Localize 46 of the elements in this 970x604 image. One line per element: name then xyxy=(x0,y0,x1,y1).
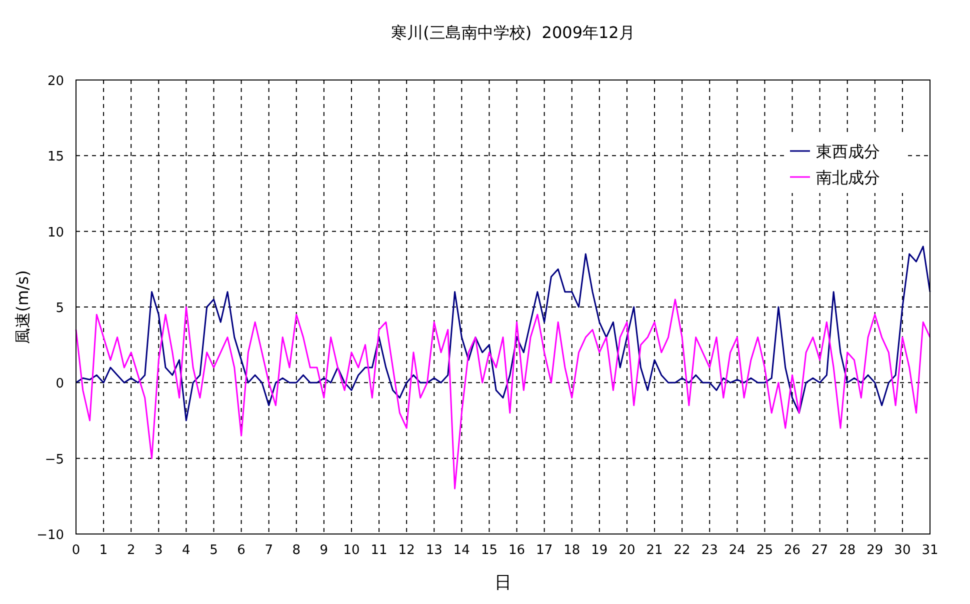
x-tick-label: 22 xyxy=(674,543,690,558)
x-tick-label: 0 xyxy=(72,543,80,558)
legend-label: 南北成分 xyxy=(816,168,880,187)
x-tick-label: 3 xyxy=(154,543,163,558)
x-tick-label: 9 xyxy=(320,543,328,558)
x-tick-label: 14 xyxy=(453,543,470,558)
x-tick-label: 25 xyxy=(756,543,773,558)
x-tick-label: 20 xyxy=(618,543,636,558)
x-tick-label: 8 xyxy=(292,543,301,558)
line-series xyxy=(75,298,931,490)
x-tick-label: 7 xyxy=(264,543,273,558)
x-tick-label: 15 xyxy=(480,543,498,558)
x-tick-label: 2 xyxy=(126,543,136,558)
x-tick-label: 11 xyxy=(370,543,388,558)
x-tick-label: 4 xyxy=(182,543,190,558)
y-tick-label: 20 xyxy=(47,74,64,89)
x-tick-label: 30 xyxy=(894,543,911,558)
x-tick-label: 6 xyxy=(237,543,246,558)
y-tick-label: 5 xyxy=(56,301,64,316)
x-axis-title: 日 xyxy=(494,573,512,593)
x-tick-label: 12 xyxy=(398,543,415,558)
x-tick-label: 16 xyxy=(508,543,526,558)
y-tick-label: 15 xyxy=(47,150,64,165)
legend-label: 東西成分 xyxy=(816,142,880,161)
y-tick-label: −10 xyxy=(36,528,64,543)
x-tick-label: 19 xyxy=(591,543,608,558)
chart-title: 寒川(三島南中学校) 2009年12月 xyxy=(391,23,635,42)
x-tick-label: 21 xyxy=(646,543,663,558)
x-tick-label: 10 xyxy=(343,543,360,558)
y-axis-title: 風速(m/s) xyxy=(13,270,32,344)
x-tick-label: 31 xyxy=(922,543,938,558)
x-tick-label: 24 xyxy=(728,543,746,558)
x-tick-label: 5 xyxy=(210,543,218,558)
x-tick-label: 23 xyxy=(701,543,718,558)
x-tick-label: 28 xyxy=(839,543,856,558)
x-tick-label: 1 xyxy=(99,543,108,558)
y-tick-label: 10 xyxy=(47,225,64,240)
x-tick-label: 26 xyxy=(784,543,801,558)
line-series xyxy=(75,246,931,422)
x-tick-label: 18 xyxy=(564,543,580,558)
y-tick-label: 0 xyxy=(56,376,64,392)
y-tick-label: −5 xyxy=(44,452,64,468)
x-tick-label: 17 xyxy=(536,543,553,558)
x-tick-label: 27 xyxy=(812,543,828,558)
x-tick-label: 29 xyxy=(866,543,884,558)
x-tick-label: 13 xyxy=(426,543,442,558)
